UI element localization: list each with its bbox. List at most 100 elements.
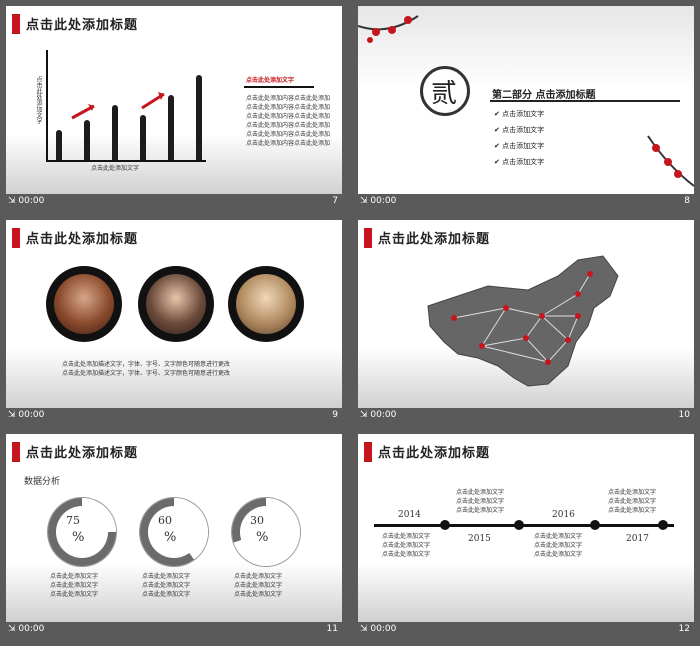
donut-caption: 点击此处添加文字: [50, 573, 99, 580]
china-map: [427, 255, 619, 387]
side-line: 点击此处添加内容点击此处添加: [246, 131, 331, 138]
year-label: 2015: [468, 534, 491, 544]
description-line: 点击此处添加描述文字，字体、字号、文字颜色可随意进行更改: [62, 370, 231, 377]
slide-footer: ⇲ 00:00 12: [358, 622, 694, 636]
percent-sign: %: [256, 530, 269, 545]
donut-caption: 点击此处添加文字: [142, 573, 191, 580]
ink-bar: [56, 130, 62, 160]
donut-caption: 点击此处添加文字: [142, 591, 191, 598]
ink-bar: [140, 115, 146, 160]
side-heading: 点击此处添加文字: [246, 77, 295, 84]
slide-number: 9: [332, 410, 338, 420]
donut-hole: [240, 506, 292, 558]
year-label: 2014: [398, 510, 421, 520]
ink-landscape: [6, 348, 342, 408]
ink-landscape: [358, 562, 694, 622]
section-subtitle: 数据分析: [24, 477, 61, 487]
plum-blossom-branch: [358, 15, 419, 43]
slide-thumbnail-9[interactable]: 点击此处添加标题 点击此处添加描述文字，字体、字号、文字颜色可随意进行更改 点击…: [6, 220, 342, 422]
ink-bar: [112, 105, 118, 160]
y-axis-line: [46, 50, 48, 162]
timeline-captions: 点击此处添加文字 点击此处添加文字 点击此处添加文字: [608, 488, 656, 515]
timeline-caption: 点击此处添加文字: [608, 498, 657, 505]
ink-bar: [196, 75, 202, 160]
timeline-captions: 点击此处添加文字 点击此处添加文字 点击此处添加文字: [456, 488, 504, 515]
description-block: 点击此处添加描述文字，字体、字号、文字颜色可随意进行更改 点击此处添加描述文字，…: [62, 360, 230, 378]
donut-hole: [56, 506, 108, 558]
timeline-caption: 点击此处添加文字: [608, 507, 657, 514]
title-accent-bar: [12, 14, 20, 34]
description-line: 点击此处添加描述文字，字体、字号、文字颜色可随意进行更改: [62, 361, 231, 368]
slide-number: 7: [332, 196, 338, 206]
slide-timing: ⇲ 00:00: [360, 410, 397, 420]
ink-landscape: [6, 562, 342, 622]
side-line: 点击此处添加内容点击此处添加: [246, 104, 331, 111]
timeline-caption: 点击此处添加文字: [456, 507, 505, 514]
slide-thumbnail-8[interactable]: 贰 第二部分 点击添加标题 ✔ 点击添加文字 ✔ 点击添加文字 ✔ 点击添加文字…: [358, 6, 694, 208]
chapter-char: 贰: [431, 79, 458, 109]
checklist-item: ✔ 点击添加文字: [494, 126, 545, 134]
donut-value: 60: [158, 514, 172, 527]
portrait-photo: [236, 274, 296, 334]
slide-thumbnail-10[interactable]: 点击此处添加标题 ⇲ 00:00 10: [358, 220, 694, 422]
timeline-node: [514, 520, 524, 530]
slide-timing: ⇲ 00:00: [8, 410, 45, 420]
side-line: 点击此处添加内容点击此处添加: [246, 113, 331, 120]
donut-value: 75: [66, 514, 80, 527]
percent-sign: %: [164, 530, 177, 545]
donut-caption: 点击此处添加文字: [50, 582, 99, 589]
slide-number: 12: [678, 624, 690, 634]
slide-title: 点击此处添加标题: [378, 446, 491, 461]
slide-title: 点击此处添加标题: [378, 232, 491, 247]
portrait-photo: [146, 274, 206, 334]
timeline-line: [374, 524, 674, 527]
side-text-block: 点击此处添加内容点击此处添加 点击此处添加内容点击此处添加 点击此处添加内容点击…: [246, 94, 330, 148]
check-icon: ✔: [494, 126, 503, 134]
donut-caption: 点击此处添加文字: [50, 591, 99, 598]
donut-caption: 点击此处添加文字: [234, 573, 283, 580]
slide-timing: ⇲ 00:00: [8, 624, 45, 634]
donut-caption: 点击此处添加文字: [142, 582, 191, 589]
timeline-caption: 点击此处添加文字: [382, 551, 431, 558]
year-label: 2017: [626, 534, 649, 544]
side-line: 点击此处添加内容点击此处添加: [246, 95, 331, 102]
portrait-photo: [54, 274, 114, 334]
check-icon: ✔: [494, 158, 503, 166]
side-line: 点击此处添加内容点击此处添加: [246, 140, 331, 147]
check-icon: ✔: [494, 110, 503, 118]
donut-caption: 点击此处添加文字: [234, 582, 283, 589]
timeline-caption: 点击此处添加文字: [382, 533, 431, 540]
x-axis-line: [46, 160, 206, 162]
timeline-captions: 点击此处添加文字 点击此处添加文字 点击此处添加文字: [382, 532, 430, 559]
title-accent-bar: [364, 228, 372, 248]
timeline-caption: 点击此处添加文字: [534, 551, 583, 558]
slide-title: 点击此处添加标题: [26, 232, 139, 247]
title-accent-bar: [12, 228, 20, 248]
slide-thumbnail-12[interactable]: 点击此处添加标题 2014 2015 2016 2017 点击此处添加文字 点击…: [358, 434, 694, 636]
city-star-markers: [451, 271, 593, 365]
slide-timing: ⇲ 00:00: [360, 196, 397, 206]
checklist-item: ✔ 点击添加文字: [494, 110, 545, 118]
timeline-caption: 点击此处添加文字: [382, 542, 431, 549]
chapter-seal: 贰: [420, 66, 470, 116]
progress-donut: 60%: [140, 498, 208, 566]
slide-thumbnail-11[interactable]: 点击此处添加标题 数据分析 75% 60% 30% 点击此处添加文字 点击此处添加文…: [6, 434, 342, 636]
slide-footer: ⇲ 00:00 9: [6, 408, 342, 422]
slide-timing: ⇲ 00:00: [360, 624, 397, 634]
ink-stroke: [244, 86, 314, 88]
donut-hole: [148, 506, 200, 558]
checklist-item: ✔ 点击添加文字: [494, 158, 545, 166]
checklist-item: ✔ 点击添加文字: [494, 142, 545, 150]
ink-stroke: [490, 100, 680, 102]
x-axis-label: 点击此处添加文字: [91, 165, 140, 172]
slide-number: 10: [678, 410, 690, 420]
slide-thumbnail-7[interactable]: 点击此处添加标题 点击此处添加文字 点击此处添加文字 点击此处添加文字 点击此处…: [6, 6, 342, 208]
checklist: ✔ 点击添加文字 ✔ 点击添加文字 ✔ 点击添加文字 ✔ 点击添加文字: [494, 106, 544, 170]
y-axis-label: 点击此处添加文字: [35, 76, 42, 124]
slide-title: 点击此处添加标题: [26, 18, 139, 33]
title-accent-bar: [364, 442, 372, 462]
ink-landscape: [6, 134, 342, 194]
timeline-captions: 点击此处添加文字 点击此处添加文字 点击此处添加文字: [534, 532, 582, 559]
timeline-node: [440, 520, 450, 530]
slide-footer: ⇲ 00:00 7: [6, 194, 342, 208]
